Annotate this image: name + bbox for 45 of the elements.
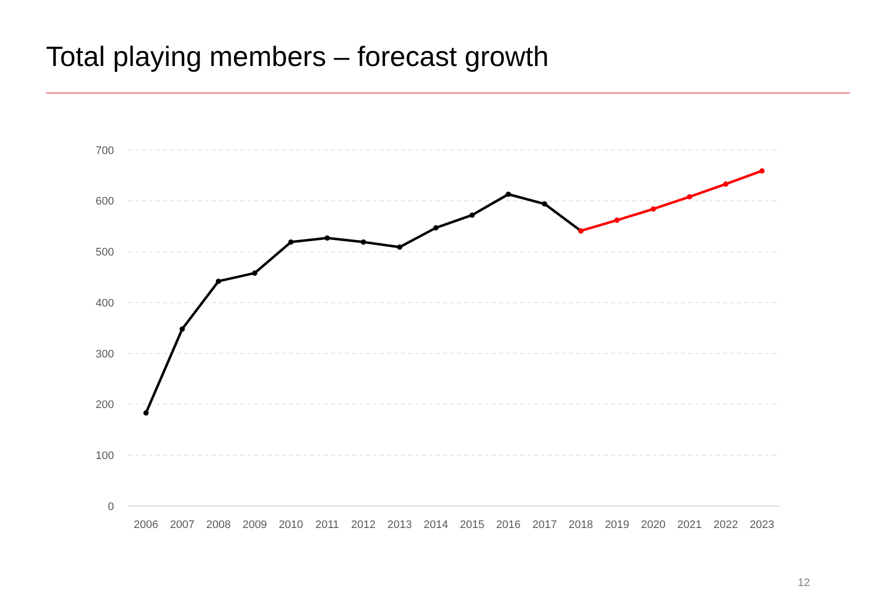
y-tick-label: 200 [96, 399, 114, 412]
x-tick-label: 2023 [750, 519, 774, 531]
point [686, 194, 692, 200]
y-tick-label: 400 [96, 297, 114, 310]
point [469, 212, 475, 218]
y-tick-label: 0 [108, 500, 114, 513]
y-tick-label: 600 [96, 196, 114, 208]
point [143, 410, 149, 416]
y-tick-label: 500 [96, 246, 114, 259]
point [650, 206, 656, 212]
x-tick-label: 2021 [677, 519, 702, 531]
x-tick-label: 2019 [604, 519, 630, 531]
y-tick-label: 100 [96, 450, 114, 462]
x-tick-label: 2012 [351, 519, 376, 531]
y-tick-label: 700 [96, 144, 114, 157]
point [180, 326, 185, 332]
text: 12 [798, 577, 810, 589]
point [397, 244, 402, 250]
point [506, 192, 511, 197]
x-tick-label: 2013 [387, 519, 412, 531]
x-tick-label: 2011 [315, 519, 340, 531]
x-tick-label: 2008 [206, 519, 231, 531]
point [252, 270, 258, 276]
point [360, 239, 366, 245]
x-tick-label: 2020 [641, 519, 666, 531]
point [614, 218, 620, 223]
x-tick-label: 2017 [532, 519, 557, 531]
y-tick-label: 300 [96, 348, 114, 360]
x-tick-label: 2022 [714, 519, 738, 531]
x-tick-label: 2010 [278, 519, 304, 531]
x-tick-label: 2009 [242, 519, 267, 531]
point [723, 181, 728, 187]
point [542, 201, 548, 207]
x-tick-label: 2006 [134, 519, 158, 531]
x-tick-label: 2014 [424, 519, 448, 531]
x-tick-label: 2015 [460, 519, 484, 531]
point [324, 235, 330, 241]
x-tick-label: 2018 [568, 519, 594, 531]
point [216, 278, 222, 284]
point [288, 239, 294, 245]
point [759, 168, 765, 174]
x-tick-label: 2007 [170, 519, 194, 531]
point [433, 225, 439, 230]
chart-title: Total playing members – forecast growth [46, 41, 549, 72]
x-tick-label: 2016 [496, 519, 521, 531]
